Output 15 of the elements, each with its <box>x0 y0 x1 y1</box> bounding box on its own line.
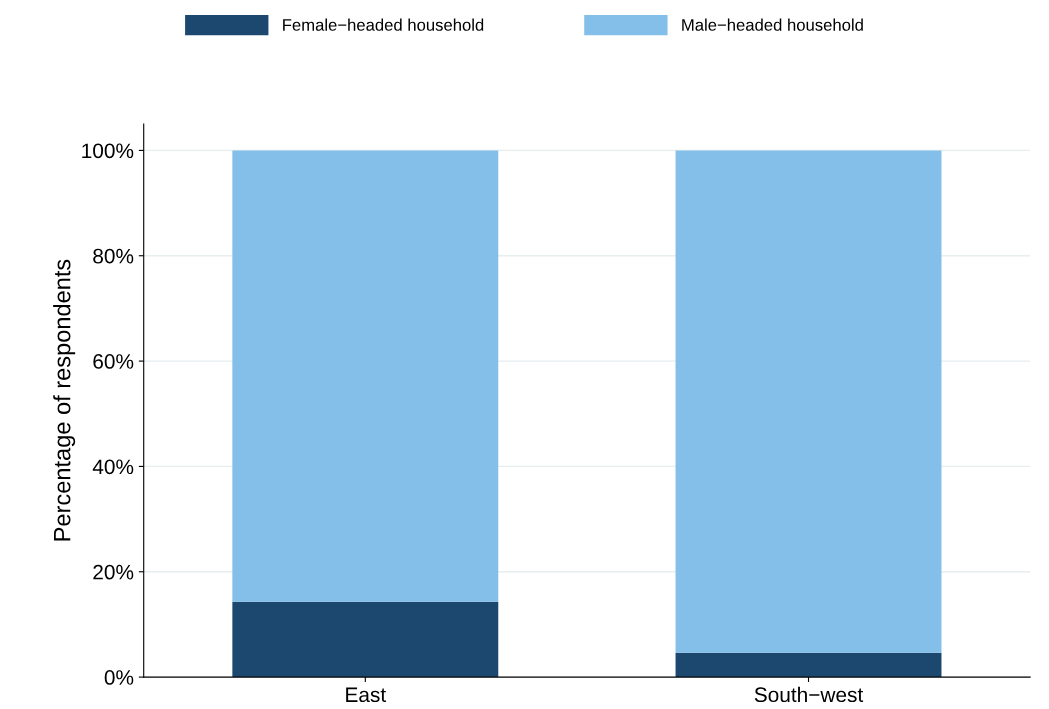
bar <box>232 150 499 602</box>
bar <box>675 652 942 678</box>
y-tick-label: 40% <box>92 459 134 475</box>
legend-label: Female−headed household <box>283 18 484 31</box>
x-tick-label: South−west <box>754 686 864 703</box>
legend-label: Male−headed household <box>682 18 863 31</box>
x-tick-label: East <box>346 687 386 703</box>
y-axis-title: Percentage of respondents <box>53 259 76 541</box>
y-tick-label: 80% <box>93 248 134 264</box>
bar <box>675 150 942 653</box>
y-tick-label: 20% <box>93 564 134 580</box>
y-tick-label: 0% <box>104 670 134 685</box>
bar <box>232 601 499 678</box>
y-tick-label: 100% <box>82 143 134 159</box>
y-tick-label: 60% <box>93 354 134 369</box>
